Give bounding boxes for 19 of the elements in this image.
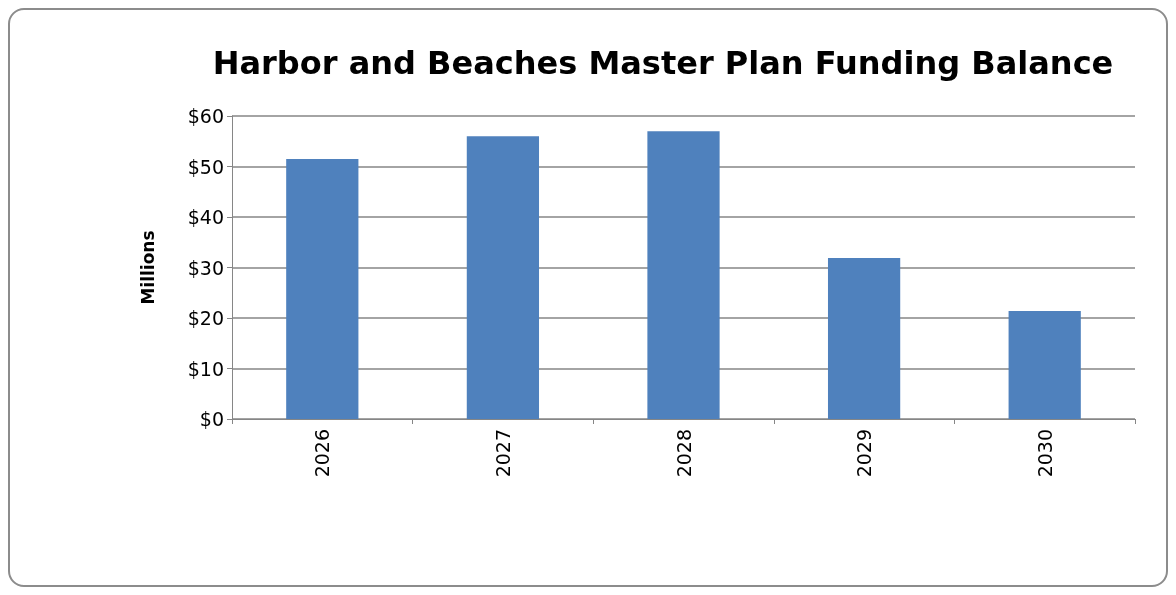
x-tick-label: 2027: [491, 429, 514, 478]
bar: [286, 158, 359, 419]
x-tick-label: 2029: [853, 429, 876, 478]
x-tick-label: 2026: [311, 429, 334, 478]
chart-title: Harbor and Beaches Master Plan Funding Balance: [212, 44, 1114, 82]
bar: [827, 257, 901, 419]
y-tick-label: $50: [187, 155, 224, 178]
y-tick-label: $0: [199, 408, 224, 430]
y-tick-label: $60: [187, 105, 224, 127]
y-axis-title: Millions: [137, 230, 158, 305]
bar: [647, 131, 720, 419]
bar: [1008, 310, 1081, 419]
y-tick-label: $30: [187, 256, 224, 279]
y-tick-label: $20: [187, 307, 224, 329]
x-tick-label: 2030: [1033, 429, 1056, 478]
x-tick-label: 2028: [672, 429, 695, 478]
y-tick-label: $40: [187, 206, 224, 228]
bar: [466, 136, 540, 419]
y-tick-label: $10: [187, 357, 224, 380]
